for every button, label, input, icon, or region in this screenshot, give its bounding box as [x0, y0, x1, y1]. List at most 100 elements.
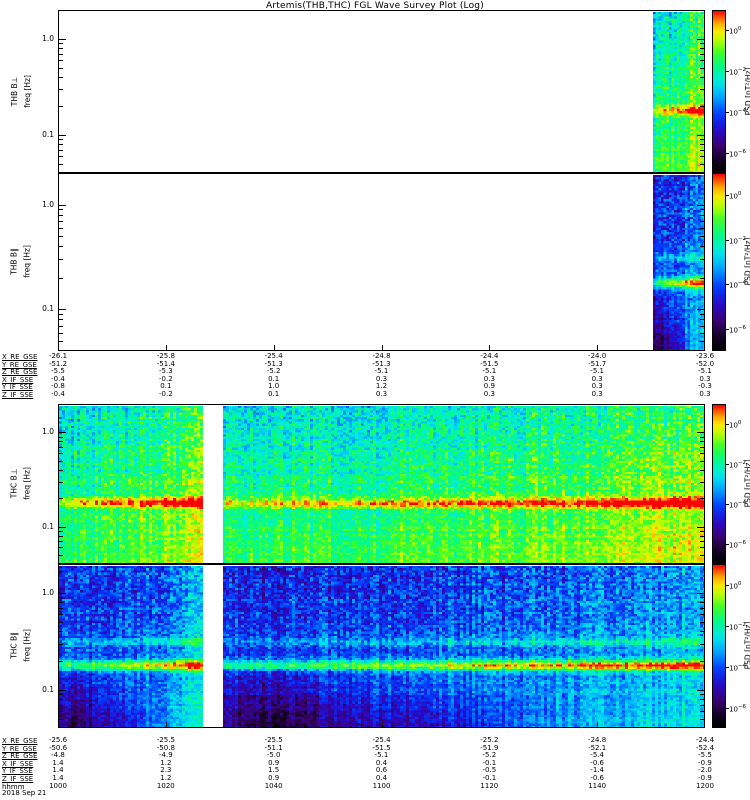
spectrogram-panel-thb-bperp[interactable]	[58, 10, 705, 173]
spectrogram-panel-thc-bperp[interactable]	[58, 404, 705, 564]
colorbar-thb-bpar[interactable]	[712, 173, 726, 351]
x-axis-bottom-value-1-1: -50.8	[156, 743, 175, 752]
y-minor-tick	[58, 106, 63, 107]
x-axis-top-value-6-4: -0.3	[698, 382, 712, 391]
y-minor-tick	[700, 89, 705, 90]
y-minor-tick	[58, 221, 63, 222]
x-axis-bottom-value-1-3: 1.2	[160, 758, 172, 767]
y-major-tick	[697, 309, 705, 310]
x-axis-date-label: 2018 Sep 21	[2, 789, 47, 798]
x-axis-bottom-value-3-3: 0.4	[375, 758, 388, 767]
x-axis-bottom-value-5-1: -52.1	[588, 743, 607, 752]
y-minor-tick	[700, 246, 705, 247]
y-minor-tick	[700, 711, 705, 712]
y-minor-tick	[58, 644, 63, 645]
x-axis-bottom-row-label-y-if-sse: Y_IF_SSE	[2, 767, 33, 776]
y-minor-tick	[700, 470, 705, 471]
x-axis-bottom-row-label-z-re-gse: Z_RE_GSE	[2, 752, 38, 761]
x-axis-bottom-row-label-x-re-gse: X_RE_GSE	[2, 737, 38, 745]
x-axis-bottom-value-2-1: -51.1	[264, 743, 283, 752]
y-minor-tick	[700, 498, 705, 499]
x-major-tick	[597, 722, 598, 728]
spectrogram-panel-thb-bpar[interactable]	[58, 173, 705, 351]
spectrogram-image-thc-bperp-seg1	[223, 406, 704, 563]
y-minor-tick	[700, 215, 705, 216]
spectrogram-image-thc-bperp-seg0	[59, 406, 203, 563]
x-axis-bottom-value-3-0: -25.4	[372, 736, 391, 744]
colorbar-tick	[726, 71, 729, 72]
x-axis-bottom-value-3-2: -5.1	[374, 751, 389, 760]
y-minor-tick	[58, 278, 63, 279]
x-axis-bottom-value-5-6: 1140	[588, 781, 607, 790]
x-axis-bottom-value-6-5: -0.9	[698, 773, 712, 782]
y-minor-tick	[700, 608, 705, 609]
y-minor-tick	[58, 719, 63, 720]
colorbar-tick	[726, 153, 729, 154]
y-minor-tick	[58, 228, 63, 229]
y-major-tick	[697, 527, 705, 528]
y-axis-label-thc-bpar: THC B‖	[9, 632, 19, 659]
x-axis-top-value-0-5: -0.4	[51, 389, 65, 398]
colorbar-thc-bpar[interactable]	[712, 564, 726, 728]
spectrogram-panel-thc-bpar[interactable]	[58, 564, 705, 728]
y-minor-tick	[700, 602, 705, 603]
x-axis-bottom-value-6-1: -52.4	[695, 743, 715, 752]
y-minor-tick	[700, 319, 705, 320]
y-minor-tick	[700, 48, 705, 49]
y-minor-tick	[58, 259, 63, 260]
y-minor-tick	[58, 139, 63, 140]
x-axis-bottom-value-1-2: -4.9	[159, 751, 173, 760]
x-axis-top-value-6-1: -52.0	[695, 359, 715, 368]
y-minor-tick	[58, 536, 63, 537]
y-major-tick	[58, 593, 66, 594]
y-minor-tick	[58, 333, 63, 334]
colorbar-thc-bperp[interactable]	[712, 404, 726, 564]
x-axis-bottom-value-6-0: -24.4	[695, 736, 715, 744]
y-minor-tick	[58, 498, 63, 499]
y-minor-tick	[58, 602, 63, 603]
x-axis-bottom-value-4-1: -51.9	[480, 743, 499, 752]
y-minor-tick	[58, 622, 63, 623]
colorbar-tick	[726, 30, 729, 31]
colorbar-tick-label-thc-bpar-0: 100	[729, 580, 742, 590]
y-minor-tick	[58, 711, 63, 712]
y-major-tick	[697, 135, 705, 136]
colorbar-title-thc-bpar: PSD [nT²/Hz]	[743, 621, 750, 670]
y-minor-tick	[700, 164, 705, 165]
x-axis-bottom-value-5-2: -5.4	[590, 751, 604, 760]
y-minor-tick	[700, 699, 705, 700]
colorbar-tick	[726, 626, 729, 627]
y-minor-tick	[58, 699, 63, 700]
colorbar-tick	[726, 424, 729, 425]
colorbar-thb-bperp[interactable]	[712, 10, 726, 173]
y-minor-tick	[700, 622, 705, 623]
y-minor-tick	[58, 144, 63, 145]
x-axis-top-value-5-0: -24.0	[588, 352, 607, 360]
y-minor-tick	[58, 441, 63, 442]
x-axis-top-value-column-3: -24.8 -51.3 -5.1 0.3 1.2 0.3	[360, 352, 404, 399]
x-axis-top-row-label-z-re-gse: Z_RE_GSE	[2, 368, 38, 377]
colorbar-tick	[726, 585, 729, 586]
x-axis-bottom-value-6-4: -2.0	[698, 766, 712, 775]
y-tick-label-thb-bperp-0: 1.0	[42, 33, 54, 43]
y-minor-tick	[58, 54, 63, 55]
x-axis-bottom-value-1-4: 2.3	[160, 766, 172, 775]
x-major-tick	[489, 345, 490, 351]
y-minor-tick	[58, 236, 63, 237]
colorbar-title-thb-bperp: PSD [nT²/Hz]	[743, 67, 750, 115]
y-major-tick	[697, 593, 705, 594]
y-minor-tick	[58, 470, 63, 471]
y-minor-tick	[700, 77, 705, 78]
x-axis-top-value-0-1: -51.2	[48, 359, 68, 368]
x-major-tick	[382, 722, 383, 728]
x-axis-top-value-4-2: -5.1	[482, 367, 497, 376]
x-axis-top-value-3-2: -5.1	[374, 367, 389, 376]
colorbar-tick-label-thb-bperp-3: 10−6	[729, 148, 747, 158]
y-minor-tick	[700, 547, 705, 548]
x-axis-top-value-5-5: 0.3	[591, 389, 603, 398]
y-minor-tick	[700, 531, 705, 532]
y-minor-tick	[58, 77, 63, 78]
colorbar-tick	[726, 240, 729, 241]
x-axis-top-value-column-4: -24.4 -51.5 -5.1 0.3 0.9 0.3	[467, 352, 511, 399]
x-axis-bottom-value-2-6: 1040	[264, 781, 283, 790]
